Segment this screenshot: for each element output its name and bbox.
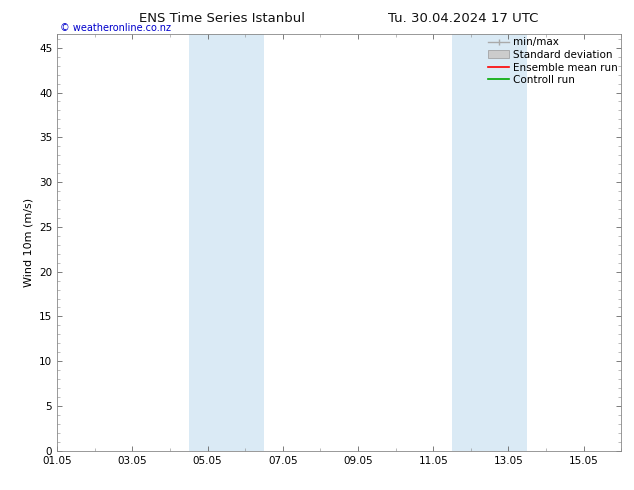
Text: Tu. 30.04.2024 17 UTC: Tu. 30.04.2024 17 UTC (387, 12, 538, 25)
Bar (189, 34, 264, 451)
Y-axis label: Wind 10m (m/s): Wind 10m (m/s) (23, 198, 34, 287)
Bar (452, 34, 527, 451)
Legend: min/max, Standard deviation, Ensemble mean run, Controll run: min/max, Standard deviation, Ensemble me… (486, 35, 620, 87)
Text: © weatheronline.co.nz: © weatheronline.co.nz (60, 24, 171, 33)
Text: ENS Time Series Istanbul: ENS Time Series Istanbul (139, 12, 305, 25)
